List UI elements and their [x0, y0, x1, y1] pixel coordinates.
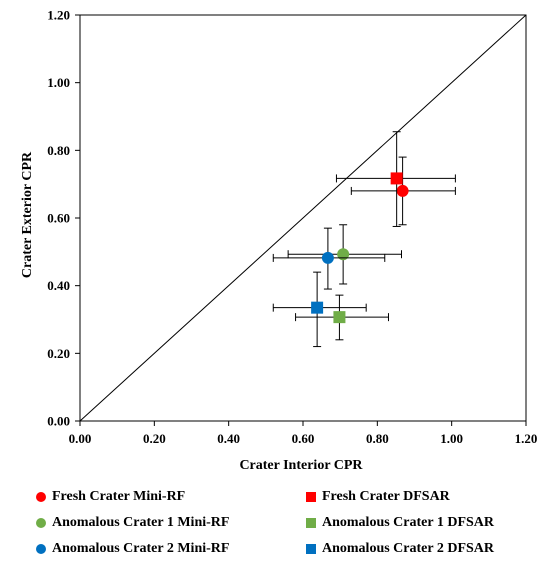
- legend-label: Anomalous Crater 1 Mini-RF: [52, 515, 230, 530]
- legend-item: Anomalous Crater 1 DFSAR: [306, 513, 494, 533]
- y-tick-label: 0.40: [47, 278, 70, 293]
- series-0: [350, 156, 456, 226]
- legend-marker-5: [306, 544, 316, 554]
- x-tick-label: 0.00: [69, 431, 92, 446]
- legend-item: Anomalous Crater 1 Mini-RF: [36, 513, 229, 533]
- data-markers: [272, 131, 456, 348]
- series-3: [295, 294, 389, 341]
- reference-line: [79, 14, 527, 422]
- legend-item: Fresh Crater DFSAR: [306, 487, 450, 507]
- x-tick-label: 1.20: [515, 431, 538, 446]
- data-point-square: [390, 172, 403, 185]
- x-axis-title: Crater Interior CPR: [239, 458, 363, 473]
- x-tick-label: 0.20: [143, 431, 166, 446]
- series-1: [335, 131, 456, 227]
- legend-label: Anomalous Crater 1 DFSAR: [322, 515, 495, 530]
- legend: Fresh Crater Mini-RF Fresh Crater DFSAR …: [30, 487, 530, 567]
- y-tick-label: 0.80: [47, 143, 70, 158]
- axis-labels: 0.00 0.20 0.40 0.60 0.80 1.00 1.20 0.00 0.20 0.40…: [20, 8, 537, 474]
- legend-marker-4: [36, 544, 46, 554]
- y-tick-label: 0.20: [47, 346, 70, 361]
- legend-label: Fresh Crater Mini-RF: [52, 489, 186, 504]
- axes: [75, 14, 527, 426]
- y-tick-label: 1.00: [47, 75, 70, 90]
- y-tick-label: 0.00: [47, 414, 70, 429]
- data-point-circle: [396, 184, 409, 197]
- series-2: [287, 224, 402, 285]
- legend-label: Anomalous Crater 2 Mini-RF: [52, 541, 230, 556]
- data-point-square: [333, 311, 346, 324]
- data-point-circle: [321, 251, 334, 264]
- x-tick-label: 0.40: [217, 431, 240, 446]
- series-5: [272, 271, 367, 348]
- legend-label: Fresh Crater DFSAR: [322, 489, 450, 504]
- data-point-circle: [337, 248, 350, 261]
- x-tick-label: 0.60: [292, 431, 315, 446]
- legend-item: Anomalous Crater 2 Mini-RF: [36, 539, 229, 559]
- y-tick-label: 0.60: [47, 211, 70, 226]
- legend-marker-0: [36, 492, 46, 502]
- legend-item: Anomalous Crater 2 DFSAR: [306, 539, 494, 559]
- x-tick-label: 1.00: [440, 431, 463, 446]
- x-tick-label: 0.80: [366, 431, 389, 446]
- y-axis-title: Crater Exterior CPR: [20, 151, 35, 278]
- legend-label: Anomalous Crater 2 DFSAR: [322, 541, 495, 556]
- data-point-square: [311, 301, 324, 314]
- y-tick-label: 1.20: [47, 8, 70, 23]
- series-4: [272, 227, 386, 290]
- legend-marker-1: [306, 492, 316, 502]
- legend-marker-2: [36, 518, 46, 528]
- legend-item: Fresh Crater Mini-RF: [36, 487, 185, 507]
- legend-marker-3: [306, 518, 316, 528]
